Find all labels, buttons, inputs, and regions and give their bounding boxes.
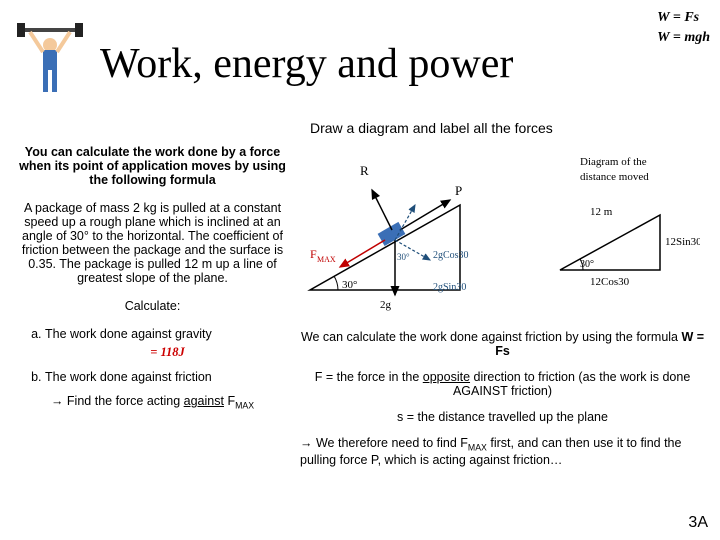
- svg-text:12Cos30: 12Cos30: [590, 276, 630, 288]
- explain-4: → We therefore need to find FMAX first, …: [300, 436, 705, 467]
- svg-text:MAX: MAX: [317, 255, 336, 264]
- svg-text:2gSin30: 2gSin30: [433, 282, 466, 293]
- svg-text:2g: 2g: [380, 299, 392, 311]
- distance-diagram: Diagram of the distance moved 12 m 30° 1…: [560, 156, 700, 288]
- intro-text: You can calculate the work done by a for…: [15, 145, 290, 187]
- svg-text:R: R: [360, 163, 369, 178]
- weightlifter-icon: [15, 20, 85, 100]
- problem-text: A package of mass 2 kg is pulled at a co…: [15, 201, 290, 285]
- svg-text:12Sin30: 12Sin30: [665, 236, 700, 248]
- find-force-hint: → Find the force acting against FMAX: [15, 394, 290, 411]
- explain-2: F = the force in the opposite direction …: [300, 370, 705, 398]
- svg-text:30°: 30°: [342, 279, 357, 291]
- svg-text:Diagram of the: Diagram of the: [580, 156, 647, 168]
- left-column: You can calculate the work done by a for…: [15, 145, 290, 425]
- explain-1: We can calculate the work done against f…: [300, 330, 705, 358]
- svg-text:F: F: [310, 247, 317, 261]
- force-diagram: 30° R P F MAX 2g 30° 2gCos30 2gSin30 Dia…: [300, 140, 700, 320]
- formula-1: W = Fs: [657, 8, 710, 28]
- svg-text:P: P: [455, 183, 462, 198]
- svg-text:2gCos30: 2gCos30: [433, 250, 469, 261]
- incline-diagram: 30° R P F MAX 2g 30° 2gCos30 2gSin30: [310, 163, 469, 311]
- page-number: 3A: [688, 514, 708, 532]
- calculate-label: Calculate:: [15, 299, 290, 313]
- part-b: The work done against friction: [45, 370, 290, 384]
- question-list: The work done against gravity = 118J The…: [15, 327, 290, 384]
- part-a: The work done against gravity = 118J: [45, 327, 290, 360]
- top-formulas: W = Fs W = mgh: [657, 8, 710, 47]
- page-title: Work, energy and power: [100, 40, 513, 88]
- svg-text:distance moved: distance moved: [580, 171, 649, 183]
- diagram-instruction: Draw a diagram and label all the forces: [310, 120, 553, 136]
- svg-text:12 m: 12 m: [590, 206, 613, 218]
- formula-2: W = mgh: [657, 28, 710, 48]
- explanation-block: We can calculate the work done against f…: [300, 330, 705, 479]
- part-a-answer: = 118J: [45, 345, 290, 360]
- explain-3: s = the distance travelled up the plane: [300, 410, 705, 424]
- svg-text:30°: 30°: [397, 252, 410, 262]
